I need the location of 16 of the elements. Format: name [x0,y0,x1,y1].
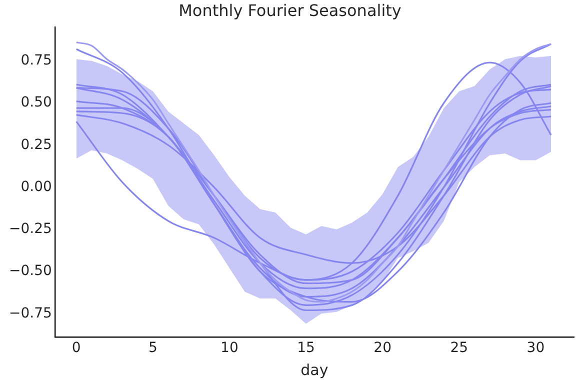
y-tick-label: 0.75 [20,52,52,69]
y-tick-label: −0.25 [8,221,52,238]
x-tick-label: 30 [526,340,545,356]
x-tick-label: 20 [374,340,392,356]
y-tick-label: 0.00 [20,178,52,195]
y-tick-label: 0.25 [20,136,52,153]
y-tick-label: −0.75 [8,305,52,322]
y-tick-label: −0.50 [8,263,52,280]
x-tick-label: 0 [72,340,81,356]
chart-title: Monthly Fourier Seasonality [178,0,402,20]
x-tick-label: 10 [220,340,238,356]
x-tick-label: 5 [148,340,158,356]
y-tick-label: 0.50 [20,94,52,111]
x-axis-title: day [300,360,328,379]
x-tick-label: 15 [297,340,315,356]
x-tick-label: 25 [450,340,468,356]
